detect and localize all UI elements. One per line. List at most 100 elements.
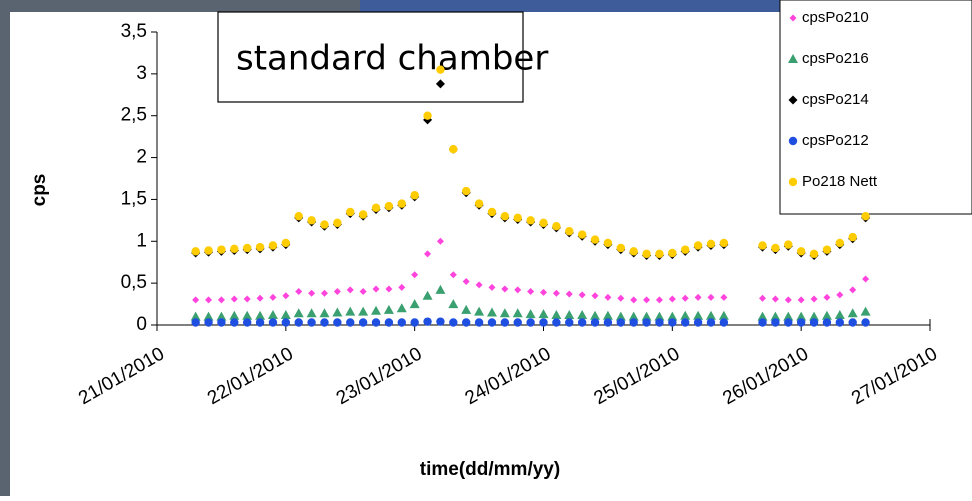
data-point — [217, 296, 225, 304]
data-point — [681, 294, 689, 302]
data-point — [410, 191, 419, 200]
data-point — [513, 318, 522, 327]
data-point — [424, 250, 432, 258]
legend-marker — [789, 14, 797, 22]
data-point — [758, 241, 767, 250]
data-point — [333, 318, 342, 327]
data-point — [693, 241, 703, 250]
y-tick-label: 0,5 — [121, 272, 147, 293]
data-point — [694, 293, 702, 301]
data-point — [358, 318, 368, 327]
data-point — [590, 235, 600, 244]
data-point — [268, 241, 278, 250]
data-point — [436, 237, 444, 245]
data-point — [796, 318, 806, 327]
legend-marker — [788, 177, 798, 187]
data-point — [488, 283, 496, 291]
legend-marker — [788, 136, 798, 146]
data-point — [204, 246, 213, 255]
data-point — [552, 318, 561, 327]
data-point — [295, 288, 303, 296]
data-point — [849, 286, 857, 294]
data-point — [293, 308, 304, 318]
data-point — [358, 210, 368, 219]
data-point — [860, 306, 871, 316]
data-point — [397, 318, 406, 327]
data-point — [500, 211, 510, 221]
data-point — [384, 201, 394, 211]
data-point — [784, 296, 792, 304]
data-point — [604, 293, 612, 301]
data-point — [346, 318, 355, 327]
data-point — [475, 281, 483, 289]
data-point — [809, 318, 819, 327]
data-point — [719, 238, 729, 248]
data-point — [449, 145, 458, 154]
data-point — [590, 318, 600, 327]
data-point — [371, 305, 382, 315]
data-point — [590, 310, 601, 320]
data-point — [191, 318, 200, 327]
data-point — [630, 296, 638, 304]
data-point — [256, 294, 264, 302]
data-point — [217, 318, 226, 327]
data-point — [655, 249, 664, 259]
data-point — [345, 306, 356, 316]
legend-label: cpsPo210 — [802, 9, 869, 26]
data-point — [681, 318, 690, 327]
data-point — [487, 207, 497, 217]
data-point — [332, 307, 343, 317]
data-point — [462, 186, 471, 196]
data-point — [693, 310, 704, 320]
data-point — [796, 247, 806, 256]
data-point — [461, 304, 472, 314]
legend-box — [779, 0, 972, 215]
data-point — [281, 318, 291, 327]
data-point — [191, 247, 200, 256]
data-point — [423, 111, 432, 120]
data-point — [514, 286, 522, 294]
data-point — [565, 318, 574, 327]
data-point — [474, 306, 485, 316]
data-point — [615, 311, 626, 321]
data-point — [372, 285, 380, 293]
data-point — [706, 318, 716, 327]
data-point — [862, 275, 870, 283]
data-point — [526, 318, 535, 327]
data-point — [823, 293, 831, 301]
data-point — [267, 309, 278, 319]
data-point — [693, 318, 703, 327]
data-point — [770, 311, 781, 321]
data-point — [294, 318, 303, 327]
data-point — [578, 291, 586, 299]
data-point — [668, 295, 676, 303]
data-point — [603, 238, 613, 248]
data-point — [396, 303, 407, 313]
data-point — [655, 296, 663, 304]
data-point — [796, 311, 807, 321]
data-point — [540, 288, 547, 296]
data-point — [591, 292, 599, 300]
data-point — [707, 293, 715, 301]
data-point — [836, 291, 844, 299]
data-point — [705, 310, 716, 320]
data-point — [359, 288, 367, 296]
y-tick-label: 1 — [136, 230, 147, 251]
legend-label: Po218 Nett — [802, 173, 878, 190]
data-point — [216, 311, 227, 321]
data-point — [668, 248, 677, 258]
data-point — [217, 245, 226, 254]
data-point — [680, 310, 691, 320]
data-point — [706, 239, 716, 248]
y-tick-label: 0 — [136, 314, 147, 335]
data-point — [552, 222, 561, 231]
data-point — [848, 318, 857, 327]
data-point — [462, 277, 470, 285]
data-point — [577, 318, 587, 327]
data-point — [294, 211, 303, 221]
data-point — [513, 213, 522, 223]
data-point — [655, 318, 664, 327]
data-point — [320, 220, 329, 229]
data-point — [422, 290, 433, 300]
